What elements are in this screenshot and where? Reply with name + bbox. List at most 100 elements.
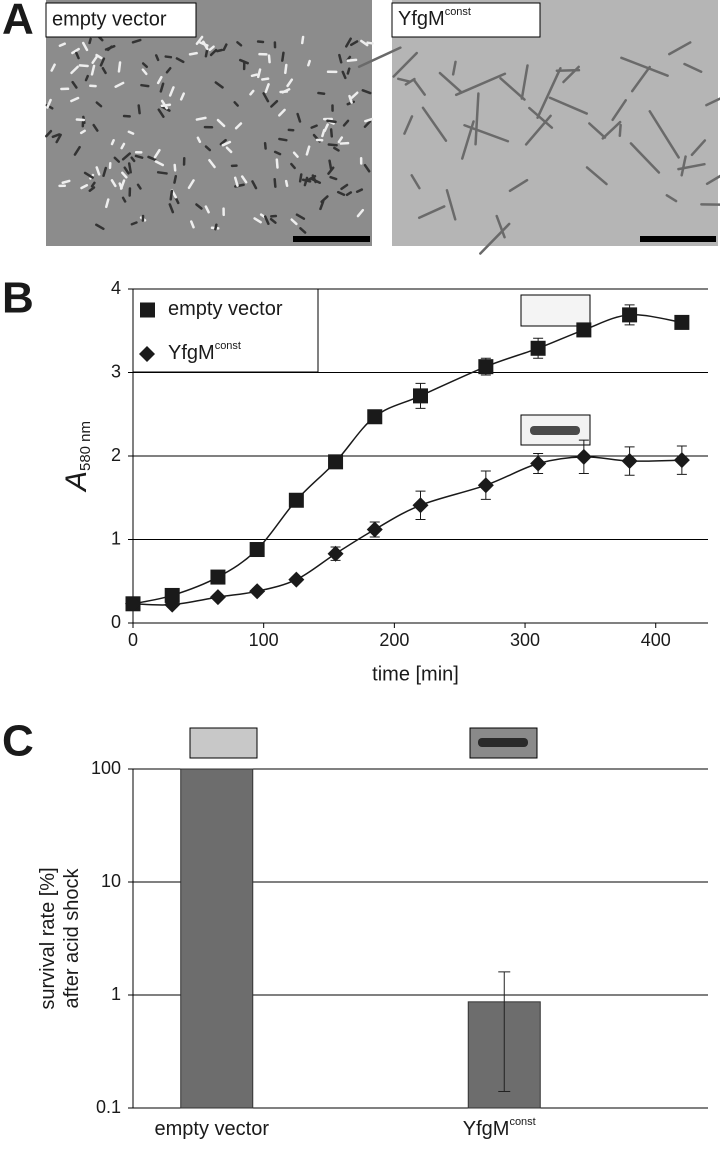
cell — [120, 142, 126, 150]
cell — [524, 114, 552, 146]
cell — [71, 47, 80, 55]
cell — [169, 189, 174, 201]
cell — [350, 91, 359, 99]
cell — [284, 179, 289, 188]
cell — [95, 166, 101, 176]
cell — [668, 41, 692, 56]
cell — [110, 139, 115, 146]
cell — [168, 203, 175, 214]
cell — [225, 146, 233, 154]
cell — [153, 148, 161, 159]
cell — [298, 173, 303, 183]
cell — [188, 51, 198, 56]
cell — [278, 108, 286, 117]
marker — [210, 569, 226, 585]
cell — [360, 39, 369, 47]
cell — [137, 104, 141, 115]
cell — [234, 122, 243, 130]
cell — [168, 86, 175, 97]
cell — [680, 155, 687, 177]
cell — [338, 53, 343, 64]
cell — [187, 179, 195, 190]
cell — [585, 166, 608, 186]
cell — [269, 217, 277, 224]
cell — [154, 160, 165, 167]
cell — [410, 174, 421, 190]
cell — [127, 162, 132, 174]
cell — [202, 40, 209, 51]
marker — [164, 596, 181, 613]
marker — [413, 388, 428, 404]
cell — [499, 77, 526, 101]
y-tick-label: 100 — [91, 758, 121, 778]
cell — [333, 146, 340, 152]
cell — [134, 154, 144, 159]
cell — [508, 178, 529, 193]
cell — [140, 83, 150, 88]
cell — [156, 75, 163, 85]
cell — [250, 73, 259, 78]
marker — [478, 359, 494, 375]
cell — [327, 143, 338, 147]
bar — [180, 768, 254, 1109]
cell — [214, 81, 224, 89]
cell — [175, 57, 185, 64]
cell — [190, 220, 195, 229]
cell — [130, 221, 138, 226]
cell — [55, 133, 62, 144]
cell — [99, 57, 106, 67]
cell — [412, 78, 426, 96]
cell — [253, 217, 262, 224]
cell — [329, 128, 334, 138]
legend-marker — [140, 302, 155, 318]
cell — [219, 138, 227, 146]
cell — [310, 124, 318, 129]
cell — [270, 99, 279, 108]
cell — [495, 214, 506, 239]
cell — [222, 43, 228, 52]
cell — [629, 142, 661, 174]
cell — [273, 150, 282, 156]
x-tick-label: 0 — [128, 630, 138, 650]
cell — [221, 140, 232, 147]
cell — [251, 180, 258, 190]
cell — [110, 179, 117, 188]
cell — [290, 218, 298, 226]
legend-marker — [139, 346, 155, 362]
cell — [102, 166, 108, 177]
marker — [576, 322, 592, 338]
cell — [317, 91, 326, 95]
cell — [264, 83, 270, 94]
cell — [350, 40, 359, 47]
cell — [262, 92, 270, 103]
cell — [296, 112, 302, 123]
cell — [75, 51, 80, 60]
cell — [70, 96, 80, 103]
cell — [208, 45, 215, 52]
image-label-box — [391, 2, 541, 38]
cell — [84, 74, 89, 82]
cell — [323, 123, 329, 133]
cell — [345, 37, 352, 48]
legend-label: YfgM — [168, 342, 215, 364]
cell — [156, 171, 168, 175]
panel-label: B — [2, 274, 34, 323]
marker — [288, 571, 305, 588]
marker — [575, 448, 592, 465]
cell — [196, 136, 202, 144]
blot-band — [530, 426, 580, 435]
legend-label: empty vector — [168, 298, 283, 320]
image-label: YfgMconst — [398, 6, 471, 30]
cell — [392, 51, 419, 78]
cell — [345, 191, 353, 197]
cell — [95, 223, 105, 231]
cell — [346, 67, 351, 75]
cell — [80, 184, 89, 190]
cell — [83, 171, 94, 179]
x-tick-label: 300 — [510, 630, 540, 650]
cell — [305, 145, 311, 156]
cell — [307, 59, 311, 67]
cell — [233, 101, 239, 107]
cell — [357, 46, 402, 69]
cell — [618, 123, 622, 138]
